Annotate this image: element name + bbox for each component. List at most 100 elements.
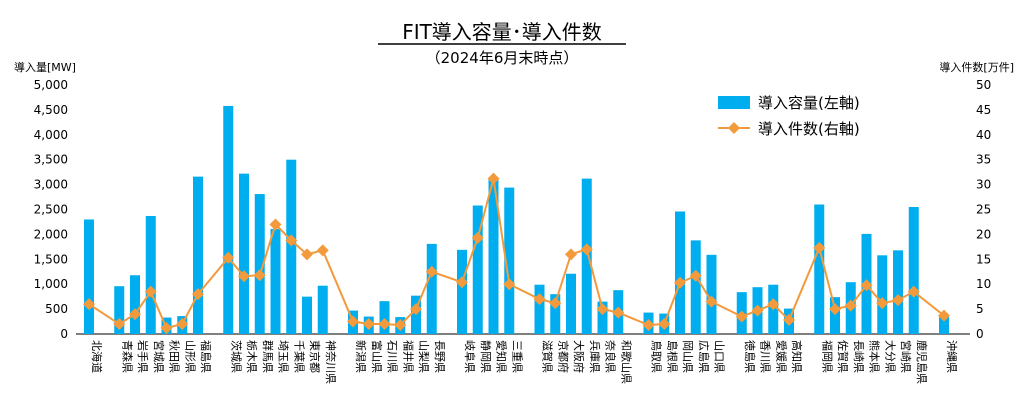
x-tick-label: 京都府 bbox=[556, 340, 570, 373]
x-tick-label: 三重県 bbox=[510, 340, 524, 373]
point-沖縄県 bbox=[938, 309, 950, 322]
y-left-tick-label: 500 bbox=[45, 302, 68, 316]
bar-広島県 bbox=[690, 240, 701, 334]
x-tick-label: 香川県 bbox=[759, 340, 772, 373]
x-tick-label: 岩手県 bbox=[136, 340, 150, 373]
point-山梨県 bbox=[410, 303, 422, 316]
point-山口県 bbox=[705, 295, 718, 308]
x-tick-label: 富山県 bbox=[370, 340, 384, 373]
point-宮崎県 bbox=[892, 294, 904, 307]
point-北海道 bbox=[83, 298, 95, 311]
point-岐阜県 bbox=[456, 276, 468, 289]
bar-奈良県 bbox=[597, 301, 608, 334]
x-tick-label: 山梨県 bbox=[417, 340, 431, 373]
legend-line-label: 導入件数(右軸) bbox=[758, 120, 860, 138]
point-鹿児島県 bbox=[907, 285, 920, 298]
bar-福岡県 bbox=[814, 204, 825, 334]
bar-山口県 bbox=[706, 254, 717, 334]
point-長野県 bbox=[425, 265, 438, 278]
bar-大阪府 bbox=[566, 273, 576, 334]
x-tick-label: 兵庫県 bbox=[588, 340, 602, 373]
y-left-tick-label: 3,500 bbox=[34, 153, 68, 167]
point-岡山県 bbox=[674, 276, 686, 289]
point-熊本県 bbox=[860, 279, 873, 292]
y-left-axis: 0 500 1,000 1,500 2,000 2,500 3,000 3,500 4,000 4… bbox=[34, 78, 68, 341]
bar-宮崎県 bbox=[893, 250, 903, 334]
point-茨城県 bbox=[222, 251, 235, 264]
x-tick-label: 長崎県 bbox=[852, 340, 866, 373]
y-left-tick-label: 2,000 bbox=[34, 227, 68, 241]
point-山形県 bbox=[176, 318, 189, 331]
x-tick-label: 埼玉県 bbox=[277, 340, 291, 373]
point-大阪府 bbox=[565, 248, 577, 261]
y-right-tick-label: 10 bbox=[976, 277, 991, 291]
x-tick-label: 熊本県 bbox=[868, 340, 882, 373]
x-tick-label: 岡山県 bbox=[681, 340, 694, 373]
bar-兵庫県 bbox=[581, 178, 592, 334]
x-tick-label: 福岡県 bbox=[820, 340, 834, 373]
bar-神奈川県 bbox=[317, 285, 328, 334]
point-新潟県 bbox=[347, 315, 359, 328]
bar-愛知県 bbox=[488, 178, 499, 334]
x-tick-label: 和歌山県 bbox=[619, 340, 633, 384]
y-left-tick-label: 5,000 bbox=[34, 78, 68, 92]
bar-青森県 bbox=[114, 286, 125, 334]
y-left-tick-label: 1,000 bbox=[34, 277, 68, 291]
legend-line-marker bbox=[728, 122, 740, 134]
chart-title-group: FIT導入容量･導入件数 （2024年6月末時点） bbox=[378, 20, 626, 67]
bar-京都府 bbox=[550, 294, 561, 334]
point-埼玉県 bbox=[269, 218, 282, 231]
bar-長野県 bbox=[426, 243, 437, 334]
y-right-tick-label: 35 bbox=[976, 153, 991, 167]
x-tick-label: 佐賀県 bbox=[836, 340, 850, 373]
x-tick-label: 奈良県 bbox=[604, 340, 618, 373]
point-愛媛県 bbox=[767, 298, 780, 311]
line-series bbox=[83, 172, 950, 335]
y-right-tick-label: 25 bbox=[976, 203, 991, 217]
point-高知県 bbox=[783, 314, 795, 327]
point-静岡県 bbox=[471, 231, 484, 244]
bar-群馬県 bbox=[254, 194, 265, 334]
bar-series bbox=[84, 105, 949, 334]
x-tick-label: 茨城県 bbox=[229, 340, 243, 373]
point-秋田県 bbox=[160, 322, 173, 335]
y-left-tick-label: 4,500 bbox=[34, 103, 68, 117]
bar-静岡県 bbox=[472, 205, 483, 334]
x-tick-label: 山形県 bbox=[183, 340, 196, 373]
bar-岩手県 bbox=[130, 275, 140, 334]
x-tick-label: 静岡県 bbox=[479, 340, 493, 373]
point-京都府 bbox=[549, 297, 562, 310]
x-tick-label: 石川県 bbox=[386, 340, 399, 373]
y-right-tick-label: 20 bbox=[976, 227, 991, 241]
point-奈良県 bbox=[596, 303, 609, 316]
y-right-tick-label: 15 bbox=[976, 252, 991, 266]
x-tick-label: 北海道 bbox=[90, 340, 104, 373]
x-tick-label: 長野県 bbox=[433, 340, 446, 373]
x-tick-label: 滋賀県 bbox=[541, 340, 554, 373]
point-岩手県 bbox=[129, 308, 141, 321]
point-徳島県 bbox=[735, 310, 748, 323]
point-大分県 bbox=[876, 297, 889, 310]
point-千葉県 bbox=[285, 234, 298, 247]
bar-大分県 bbox=[877, 255, 888, 334]
point-福井県 bbox=[394, 319, 407, 332]
bar-千葉県 bbox=[286, 159, 297, 334]
point-福島県 bbox=[192, 288, 204, 301]
bar-埼玉県 bbox=[270, 228, 281, 334]
y-left-tick-label: 0 bbox=[60, 327, 68, 341]
x-tick-label: 鳥取県 bbox=[650, 340, 664, 373]
y-left-tick-label: 2,500 bbox=[34, 203, 68, 217]
x-tick-label: 島根県 bbox=[665, 340, 679, 373]
bar-栃木県 bbox=[239, 173, 249, 334]
x-tick-label: 宮崎県 bbox=[899, 340, 913, 373]
legend-bar-swatch bbox=[718, 96, 750, 109]
x-tick-label: 大分県 bbox=[883, 340, 897, 373]
y-right-axis-label: 導入件数[万件] bbox=[939, 60, 1014, 74]
point-和歌山県 bbox=[612, 306, 625, 319]
point-長崎県 bbox=[844, 299, 857, 312]
bar-福島県 bbox=[193, 176, 203, 334]
y-left-tick-label: 3,000 bbox=[34, 178, 68, 192]
bar-滋賀県 bbox=[534, 284, 545, 334]
y-left-axis-label: 導入量[MW] bbox=[14, 60, 76, 74]
bar-鹿児島県 bbox=[908, 207, 919, 334]
